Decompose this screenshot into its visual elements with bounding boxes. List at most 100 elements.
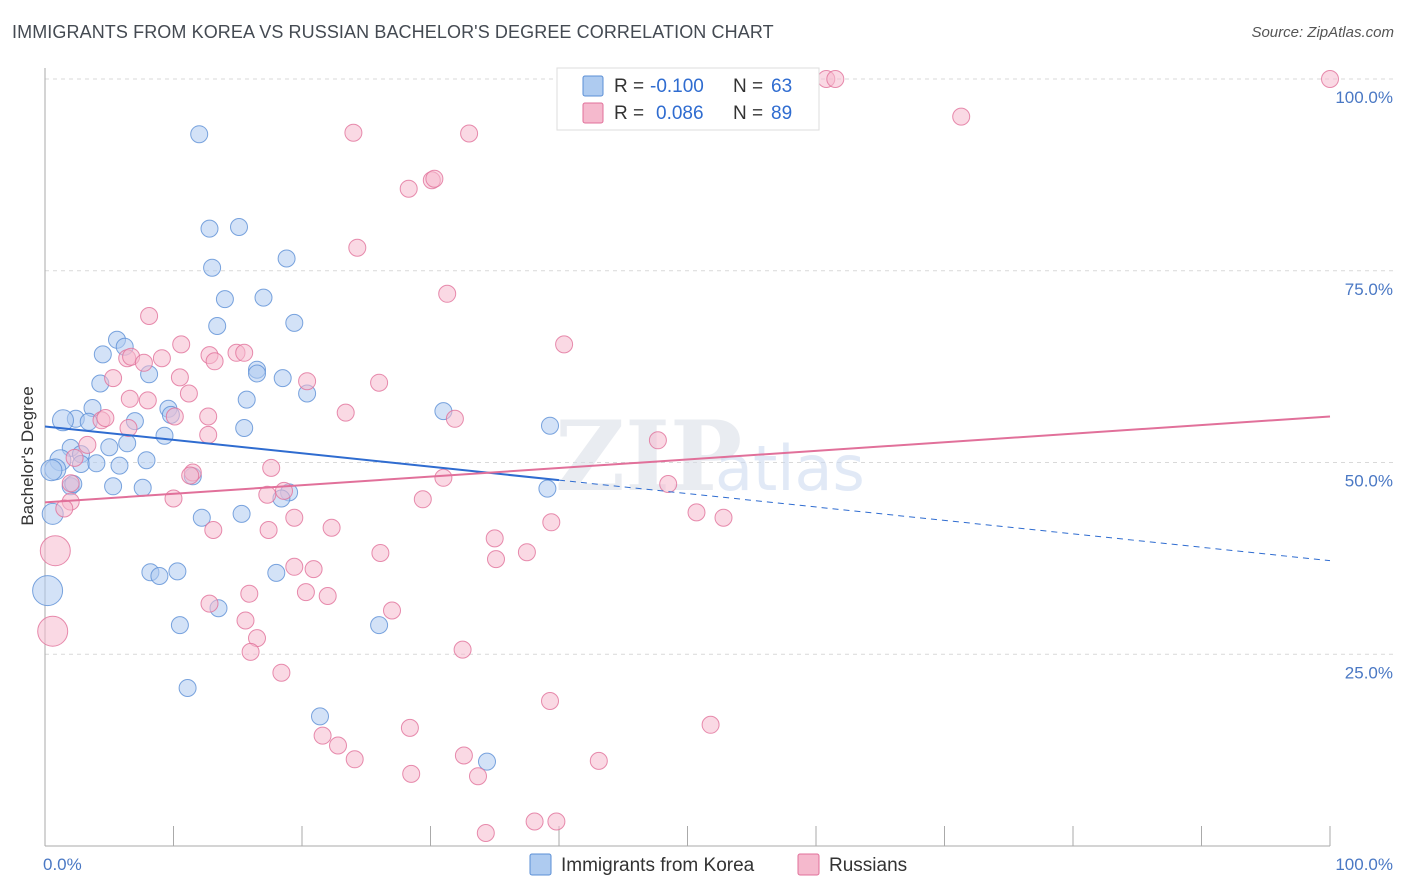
russia-point [138,391,157,410]
trend-line-russia [44,415,1331,504]
legend-r-label-korea: R = [614,76,644,97]
source-label: Source: ZipAtlas.com [1251,24,1394,41]
russia-point [172,335,191,354]
bottom-legend-label-russia: Russians [829,855,907,876]
korea-point [541,416,559,435]
legend-swatch-korea [582,75,604,97]
korea-point [52,409,74,432]
russia-point [434,468,453,487]
russia-point [39,535,71,567]
russia-point [61,474,80,493]
russia-point [170,368,189,387]
korea-point [277,249,296,268]
korea-point [237,390,256,409]
korea-point [285,313,304,332]
korea-point [235,419,254,437]
y-tick-label-100: 100.0% [1335,88,1393,107]
korea-point [133,478,152,497]
axes [44,68,1331,847]
legend-r-value-russia: 0.086 [656,103,704,124]
y-axis-title: Bachelor's Degree [18,386,37,525]
russia-point [37,615,69,647]
korea-point [168,562,187,581]
russia-point [348,238,367,257]
russia-point [204,521,223,539]
korea-point [232,504,251,523]
y-tick-label-75: 75.0% [1345,280,1393,299]
russia-point [952,107,971,126]
korea-point [311,707,329,726]
russia-point [413,490,432,509]
russia-point [275,481,293,500]
bottom-legend-swatch-russia [797,853,820,876]
korea-point [215,290,234,309]
legend-n-label-russia: N = [733,103,763,124]
korea-point [248,364,266,383]
russia-point [55,499,74,518]
russia-point [445,409,464,428]
grid [45,78,1393,655]
korea-point [87,454,106,473]
russia-point [541,692,559,710]
russia-point [425,169,444,188]
russia-point [542,513,561,532]
russia-point [199,407,218,426]
korea-point [538,479,557,498]
korea-point [478,752,496,771]
russia-point [262,458,281,477]
korea-point [192,508,211,527]
watermark: ZIP atlas [555,400,865,513]
korea-point [267,563,286,582]
trend-line-korea [44,425,560,482]
legend-swatch-russia [582,102,604,124]
x-tick-label-min: 0.0% [43,855,82,874]
russia-point [119,419,138,437]
korea-point [190,125,209,144]
russia-point [659,475,678,493]
russia-point [329,736,347,755]
russia-point [313,726,332,745]
russia-point [285,557,304,576]
korea-point [155,426,174,445]
russia-point [205,352,224,371]
series-legend: Immigrants from Korea Russians [529,853,907,876]
korea-point [150,567,169,585]
russia-point [78,435,97,454]
trend-lines [44,415,1331,562]
russia-point [454,746,473,765]
legend-n-label-korea: N = [733,76,763,97]
russia-point [589,751,608,770]
legend-r-value-korea: -0.100 [650,76,704,97]
korea-point [32,575,64,607]
correlation-legend: R = -0.100 N = 63 R = 0.086 N = 89 [556,67,820,131]
russia-point [318,587,337,605]
russia-point [687,503,706,522]
korea-point [200,219,219,238]
russia-point [235,343,254,362]
korea-point [110,456,129,475]
russia-point [453,640,472,659]
korea-point [178,679,197,697]
russia-point [648,431,667,450]
watermark-atlas: atlas [715,432,865,505]
tick-labels: 25.0% 50.0% 75.0% 100.0% 0.0% 100.0% [43,88,1393,874]
russia-point [236,611,255,630]
korea-point [137,451,156,470]
korea-point [118,434,137,453]
russia-point [120,389,139,408]
russia-point [371,544,390,562]
russia-point [476,824,495,842]
russia-point [179,384,198,403]
y-tick-label-50: 50.0% [1345,472,1393,491]
russia-point [701,715,720,734]
russia-point [400,718,419,737]
russia-point [140,307,159,325]
russia-point [241,642,260,661]
russia-point [487,550,505,569]
bottom-legend-swatch-korea [529,853,552,876]
russia-point [322,518,341,537]
russia-point [485,529,504,548]
bottom-legend-label-korea: Immigrants from Korea [561,855,755,876]
russia-point [199,425,218,444]
russia-point [304,560,323,579]
